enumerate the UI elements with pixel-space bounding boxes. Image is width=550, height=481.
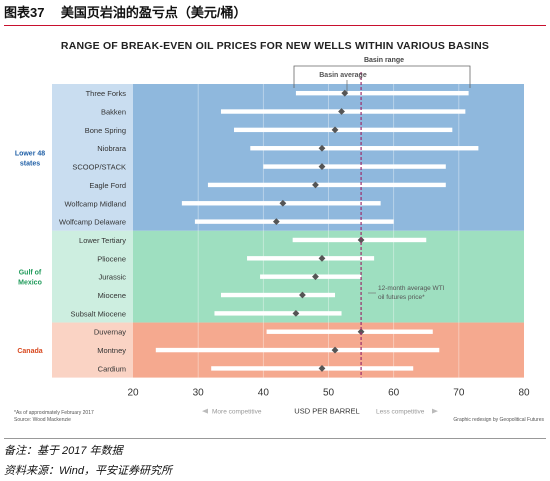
- source-note: Source: Wood Mackenzie: [14, 417, 71, 423]
- basin-label: Wolfcamp Midland: [64, 199, 126, 208]
- average-marker: [341, 89, 349, 97]
- average-marker: [331, 346, 339, 354]
- basin-label: Bakken: [101, 108, 126, 117]
- x-axis-label: USD PER BARREL: [294, 407, 359, 416]
- legend-label-bg: [355, 54, 415, 64]
- less-competitive-label: Less competitive: [376, 409, 425, 416]
- basin-label: Wolfcamp Delaware: [59, 218, 126, 227]
- basin-label: Jurassic: [98, 273, 126, 282]
- figure-title-bar: 图表37 美国页岩油的盈亏点（美元/桶）: [4, 4, 546, 26]
- credit-note: Graphic redesign by Geopolitical Futures: [453, 417, 544, 423]
- basin-label: Eagle Ford: [89, 181, 126, 190]
- figure-title: 美国页岩油的盈亏点（美元/桶）: [60, 5, 247, 20]
- x-tick-label: 20: [127, 388, 139, 399]
- average-marker: [299, 291, 306, 299]
- basin-label: Subsalt Miocene: [71, 309, 126, 318]
- average-marker: [318, 144, 326, 152]
- average-marker: [292, 309, 300, 317]
- group-name: Mexico: [18, 280, 42, 287]
- group-label-band: [52, 322, 133, 378]
- average-marker: [318, 365, 326, 372]
- basin-label: Cardium: [98, 364, 126, 373]
- reference-label: 12-month average WTI: [378, 285, 445, 292]
- average-marker: [357, 328, 365, 336]
- basin-label: Three Forks: [86, 89, 127, 98]
- group-label-band: [52, 230, 133, 323]
- average-marker: [312, 273, 319, 281]
- range-bar: [295, 90, 469, 96]
- range-bar: [207, 182, 446, 188]
- average-marker: [312, 181, 319, 189]
- reference-label: oil futures price*: [378, 294, 425, 301]
- x-tick-label: 80: [518, 388, 530, 399]
- group-plot-band: [133, 84, 524, 231]
- average-marker: [318, 254, 326, 262]
- group-name: Gulf of: [19, 270, 42, 277]
- more-competitive-label: More competitive: [212, 409, 262, 416]
- x-tick-label: 50: [323, 388, 335, 399]
- range-bar: [234, 127, 453, 133]
- range-bar: [220, 292, 336, 298]
- figure-number: 图表37: [4, 5, 45, 20]
- footer-source: 资料来源：Wind，平安证券研究所: [4, 465, 172, 477]
- x-tick-label: 60: [388, 388, 400, 399]
- right-arrow-icon: [432, 408, 438, 414]
- group-name: states: [20, 160, 40, 167]
- basin-label: Pliocene: [97, 254, 126, 263]
- footer-note: 备注：基于 2017 年数据: [4, 445, 123, 457]
- footer-divider: [4, 438, 546, 439]
- average-marker: [279, 199, 287, 207]
- average-marker: [272, 218, 280, 226]
- group-label-band: [52, 84, 133, 231]
- basin-label: Miocene: [98, 291, 126, 300]
- basin-label: Bone Spring: [85, 126, 126, 135]
- average-marker: [318, 163, 326, 170]
- range-bar: [211, 366, 414, 371]
- left-arrow-icon: [202, 408, 208, 414]
- range-bar: [250, 146, 479, 151]
- range-bar: [263, 164, 446, 169]
- x-tick-label: 40: [258, 388, 270, 399]
- group-name: Lower 48: [15, 150, 45, 157]
- range-bar: [214, 311, 342, 316]
- chart-title: RANGE OF BREAK-EVEN OIL PRICES FOR NEW W…: [60, 40, 490, 52]
- basin-label: Niobrara: [97, 144, 127, 153]
- basin-label: SCOOP/STACK: [72, 163, 126, 172]
- range-bar: [266, 329, 433, 334]
- basin-label: Montney: [97, 346, 126, 355]
- range-bar: [247, 256, 375, 261]
- basin-label: Duvernay: [94, 328, 126, 337]
- legend-range-label: Basin range: [364, 57, 404, 64]
- range-bar: [194, 219, 394, 224]
- range-bar: [155, 347, 440, 353]
- average-marker: [331, 126, 339, 134]
- asof-note: *As of approximately February 2017: [14, 410, 94, 416]
- average-marker: [338, 108, 345, 115]
- legend-average-label: Basin average: [319, 72, 367, 79]
- legend-range-bracket: [293, 65, 471, 88]
- range-bar: [260, 274, 362, 279]
- group-name: Canada: [17, 348, 42, 355]
- basin-label: Lower Tertiary: [79, 236, 126, 245]
- x-tick-label: 70: [453, 388, 465, 399]
- x-tick-label: 30: [193, 388, 205, 399]
